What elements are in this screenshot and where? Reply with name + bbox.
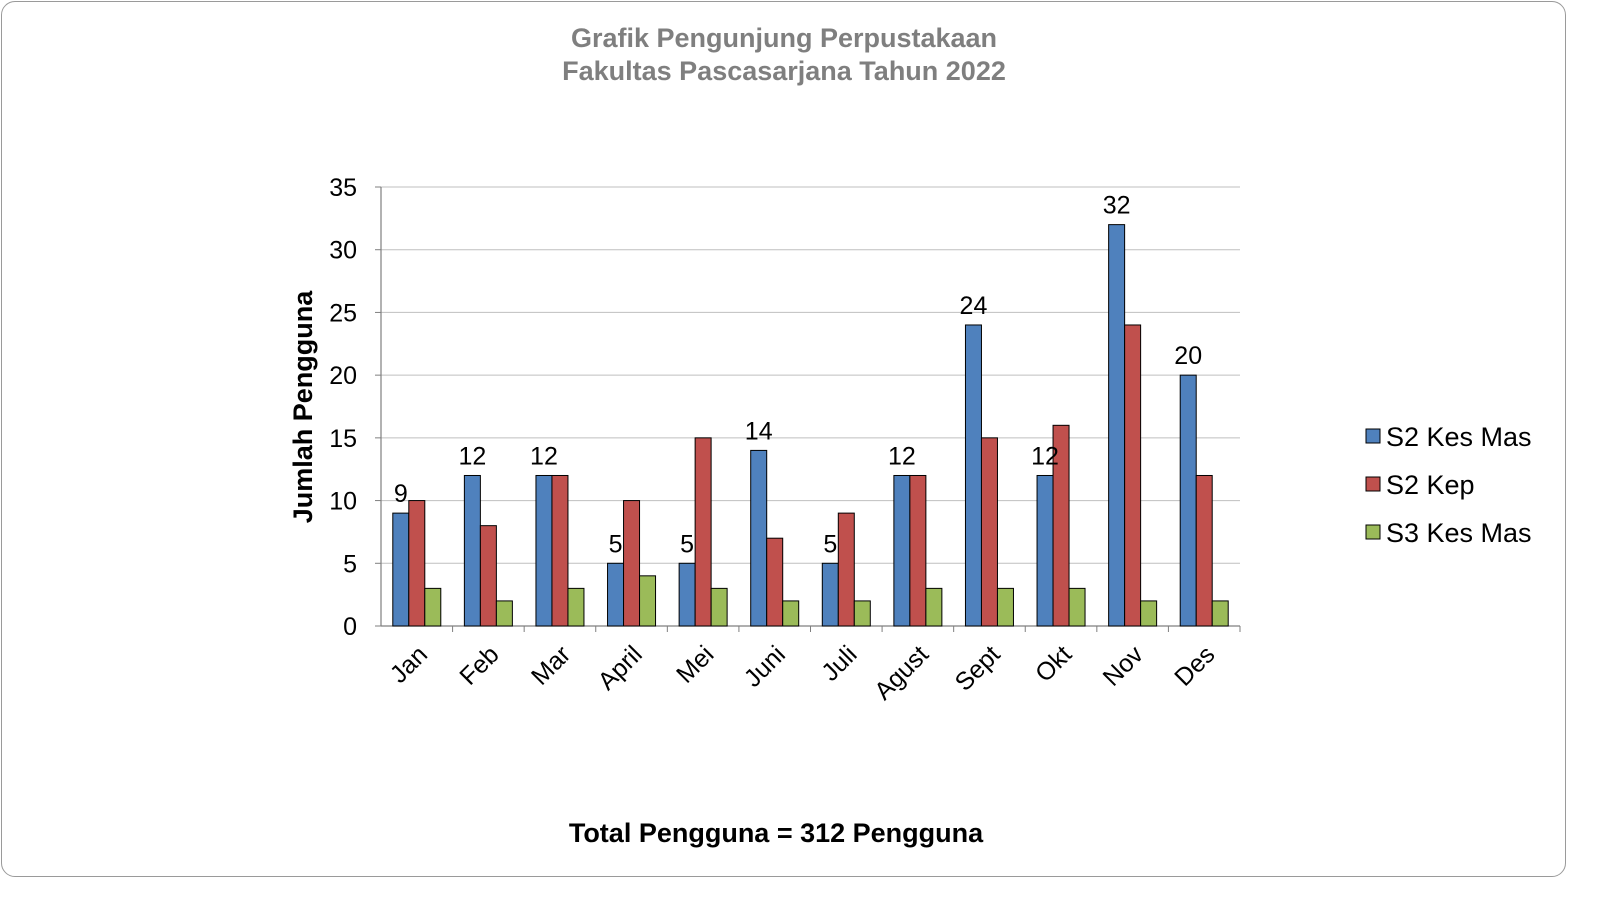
y-tick-label: 30 bbox=[329, 237, 357, 265]
bar-s3-kes-mas-juni bbox=[782, 600, 800, 627]
bar-s3-kes-mas-mei bbox=[710, 587, 728, 627]
data-labels: 9 12 12 5 5 14 5 12 24 12 32 20 bbox=[394, 192, 1202, 559]
bar-s3-kes-mas-okt bbox=[1068, 587, 1086, 627]
x-tick-label: Mar bbox=[526, 640, 576, 690]
legend-label: S2 Kes Mas bbox=[1386, 422, 1532, 452]
data-label: 32 bbox=[1103, 192, 1131, 220]
y-tick-label: 0 bbox=[343, 613, 357, 641]
bar-s2-kep-nov bbox=[1124, 324, 1142, 627]
bar-s3-kes-mas-feb bbox=[495, 600, 513, 627]
data-label: 12 bbox=[888, 442, 916, 470]
bar-s3-kes-mas-sept bbox=[996, 587, 1014, 627]
bar-s2-kes-mas-jan bbox=[392, 512, 410, 627]
bar-s2-kep-jan bbox=[408, 500, 426, 627]
bar-s3-kes-mas-jan bbox=[424, 587, 442, 627]
y-tick-label: 15 bbox=[329, 425, 357, 453]
bar-s3-kes-mas-mar bbox=[567, 587, 585, 627]
axes bbox=[380, 187, 1241, 632]
footer-total: Total Pengguna = 312 Pengguna bbox=[568, 818, 984, 848]
x-tick-labels: Jan Feb Mar April Mei Juni Juli Agust Sept Okt Nov… bbox=[385, 640, 1221, 705]
bar-s2-kep-mar bbox=[551, 474, 569, 627]
legend-swatch bbox=[1365, 428, 1381, 444]
chart-title-line-1: Grafik Pengunjung Perpustakaan bbox=[570, 23, 998, 53]
x-tick-label: Juli bbox=[816, 640, 862, 686]
bar-s2-kep-agust bbox=[909, 474, 927, 627]
bar-s2-kes-mas-mei bbox=[678, 562, 696, 627]
legend-swatch bbox=[1365, 524, 1381, 540]
bar-s2-kep-juni bbox=[766, 537, 784, 627]
x-tick-label: Des bbox=[1169, 640, 1220, 691]
y-tick-label: 5 bbox=[343, 550, 357, 578]
bar-s2-kes-mas-nov bbox=[1108, 224, 1126, 627]
bars bbox=[392, 224, 1229, 627]
y-tick-labels: 0 5 10 15 20 25 30 35 bbox=[329, 174, 357, 641]
bar-s2-kep-des bbox=[1195, 474, 1213, 627]
bar-s2-kep-okt bbox=[1052, 424, 1070, 627]
bar-s2-kes-mas-okt bbox=[1036, 474, 1054, 627]
x-tick-label: Agust bbox=[869, 640, 934, 705]
y-axis-label: Jumlah Pengguna bbox=[288, 290, 318, 524]
x-tick-label: Nov bbox=[1098, 640, 1150, 692]
y-tick-label: 10 bbox=[329, 488, 357, 516]
bar-s2-kep-mei bbox=[694, 437, 712, 627]
data-label: 12 bbox=[1031, 442, 1059, 470]
chart-title-line-2: Fakultas Pascasarjana Tahun 2022 bbox=[562, 56, 1006, 86]
data-label: 5 bbox=[609, 530, 623, 558]
data-label: 12 bbox=[458, 442, 486, 470]
x-tick-label: April bbox=[593, 640, 648, 695]
data-label: 5 bbox=[823, 530, 837, 558]
x-tick-label: Juni bbox=[739, 640, 791, 692]
data-label: 9 bbox=[394, 480, 408, 508]
y-tick-label: 35 bbox=[329, 174, 357, 202]
y-tick-label: 25 bbox=[329, 299, 357, 327]
x-tick-label: Jan bbox=[385, 640, 433, 688]
bar-s3-kes-mas-des bbox=[1211, 600, 1229, 627]
bar-s2-kep-feb bbox=[479, 525, 497, 627]
bar-s2-kep-juli bbox=[837, 512, 855, 627]
bar-s2-kes-mas-juli bbox=[821, 562, 839, 627]
bar-s3-kes-mas-nov bbox=[1140, 600, 1158, 627]
bar-s2-kes-mas-agust bbox=[893, 474, 911, 627]
legend-label: S2 Kep bbox=[1386, 470, 1475, 500]
bar-s2-kes-mas-des bbox=[1179, 374, 1197, 627]
legend-label: S3 Kes Mas bbox=[1386, 518, 1532, 548]
bar-s2-kes-mas-juni bbox=[750, 449, 768, 627]
x-tick-label: Sept bbox=[950, 640, 1006, 696]
bar-s3-kes-mas-agust bbox=[925, 587, 943, 627]
data-label: 14 bbox=[745, 417, 773, 445]
bar-s2-kep-april bbox=[623, 500, 641, 627]
bar-s3-kes-mas-april bbox=[639, 575, 657, 627]
bar-s2-kes-mas-feb bbox=[463, 474, 481, 627]
data-label: 20 bbox=[1174, 342, 1202, 370]
bar-s2-kes-mas-mar bbox=[535, 474, 553, 627]
x-tick-label: Mei bbox=[671, 640, 719, 688]
bar-s2-kep-sept bbox=[980, 437, 998, 627]
x-tick-label: Okt bbox=[1030, 640, 1077, 687]
legend: S2 Kes Mas S2 Kep S3 Kes Mas bbox=[1365, 422, 1532, 548]
bar-s2-kes-mas-april bbox=[607, 562, 625, 627]
bar-s2-kes-mas-sept bbox=[964, 324, 982, 627]
legend-swatch bbox=[1365, 476, 1381, 492]
data-label: 24 bbox=[960, 292, 988, 320]
bar-s3-kes-mas-juli bbox=[853, 600, 871, 627]
data-label: 12 bbox=[530, 442, 558, 470]
chart-frame bbox=[1, 1, 1566, 877]
x-tick-label: Feb bbox=[454, 640, 504, 690]
y-tick-label: 20 bbox=[329, 362, 357, 390]
data-label: 5 bbox=[680, 530, 694, 558]
